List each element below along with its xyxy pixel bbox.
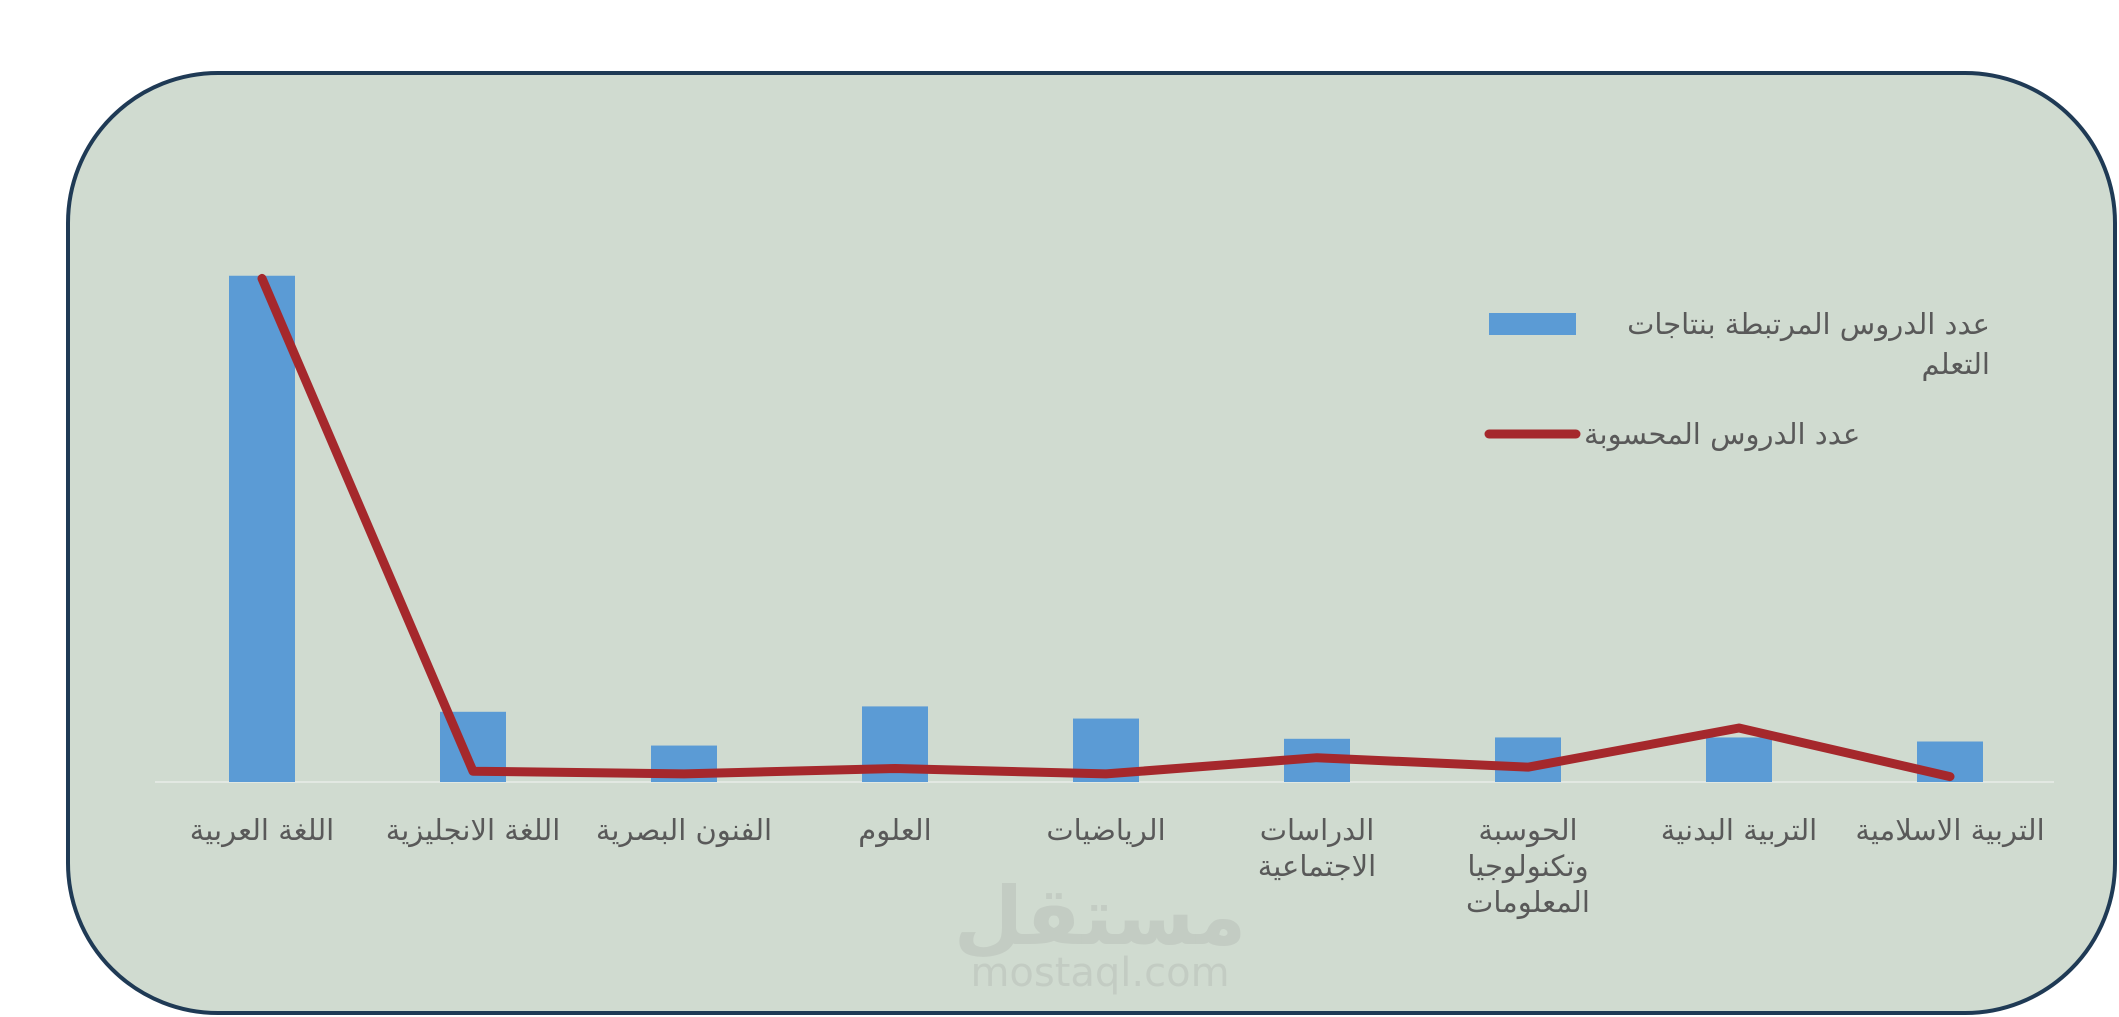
x-tick-label: الفنون البصرية (595, 813, 773, 847)
x-tick-label: الحوسبة وتكنولوجيا المعلومات (1466, 813, 1590, 919)
x-tick-label: العلوم (858, 813, 932, 847)
x-tick-label: التربية الاسلامية (1855, 813, 2045, 847)
chart-panel (66, 71, 2117, 1015)
bar (1706, 737, 1772, 782)
x-tick-label: اللغة العربية (189, 813, 335, 847)
x-tick-label: التربية البدنية (1660, 813, 1818, 847)
x-tick-label: الدراسات الاجتماعية (1257, 813, 1377, 883)
bar (229, 275, 295, 782)
watermark: mostaql.com (970, 950, 1230, 996)
watermark: مستقل (953, 870, 1247, 963)
legend-swatch (1489, 313, 1576, 335)
legend-label: عدد الدروس المحسوبة (1584, 417, 1861, 451)
x-tick-label: اللغة الانجليزية (385, 813, 561, 847)
line (257, 273, 1955, 782)
x-tick-label: الرياضيات (1046, 813, 1166, 847)
legend-label: عدد الدروس المرتبطة بنتاجات التعلم (1627, 307, 1990, 381)
